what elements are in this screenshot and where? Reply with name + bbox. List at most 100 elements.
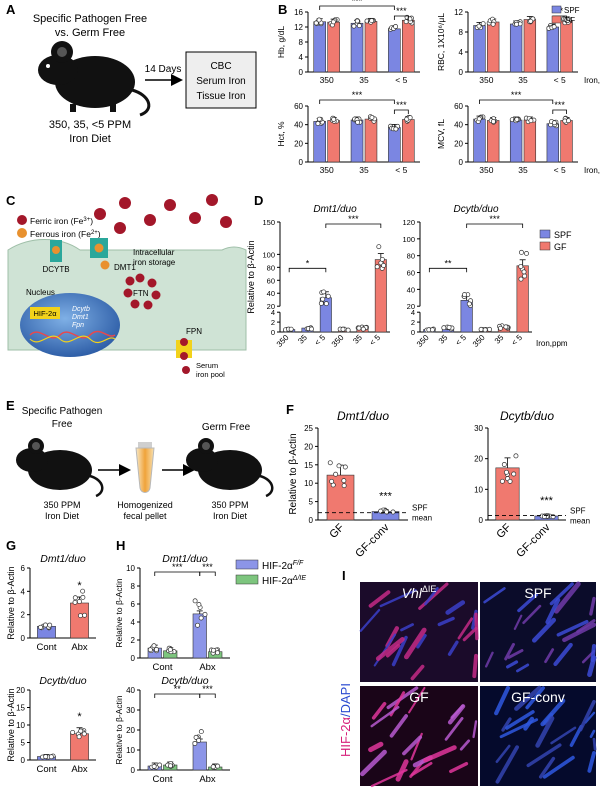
data-point bbox=[330, 19, 336, 25]
legend-label-gf: GF bbox=[554, 242, 567, 252]
panel-e-right-diet-1: 350 PPM bbox=[211, 500, 248, 510]
x-tick-label: < 5 bbox=[395, 165, 407, 175]
data-point bbox=[342, 464, 348, 470]
panel-a-diet-2: Iron Diet bbox=[69, 133, 111, 145]
y-tick-label: 20 bbox=[304, 442, 313, 451]
y-tick-label: 100 bbox=[402, 235, 415, 244]
y-axis-label: Relative to β-Actin bbox=[114, 578, 124, 647]
data-point bbox=[325, 293, 331, 299]
data-point bbox=[153, 647, 159, 652]
data-point bbox=[374, 264, 380, 270]
y-tick-label: 20 bbox=[294, 139, 303, 148]
y-tick-label: 0 bbox=[271, 328, 275, 337]
x-axis-label: Iron,ppm bbox=[536, 339, 568, 348]
villus-shape bbox=[506, 660, 519, 669]
significance-label: * bbox=[306, 258, 310, 268]
y-tick-label: 16 bbox=[294, 8, 303, 17]
data-point bbox=[393, 24, 399, 29]
y-tick-label: 8 bbox=[459, 28, 464, 37]
data-point bbox=[215, 650, 220, 656]
legend-label-spf: SPF bbox=[564, 6, 580, 15]
data-point bbox=[429, 327, 435, 333]
gf-bar bbox=[402, 19, 415, 73]
data-point bbox=[528, 118, 534, 124]
y-tick-label: 30 bbox=[126, 706, 135, 715]
data-point bbox=[82, 612, 88, 618]
chart-dmt1-gfconv: 0 5 10 15 20 25 Relative to β-Actin Dmt1/duo GF G… bbox=[288, 409, 432, 560]
data-point bbox=[80, 588, 86, 594]
spf-bar bbox=[473, 118, 486, 163]
data-point bbox=[78, 728, 84, 734]
legend-swatch-spf bbox=[539, 229, 551, 239]
x-tick-label: GF bbox=[327, 521, 346, 540]
panel-a-box-line-1: CBC bbox=[210, 61, 231, 72]
y-tick-label: 10 bbox=[126, 746, 135, 755]
y-tick-label: 150 bbox=[262, 218, 275, 227]
data-point bbox=[72, 599, 78, 605]
spf-bar bbox=[313, 121, 326, 163]
legend-swatch-spf bbox=[551, 5, 562, 14]
significance-label: *** bbox=[540, 495, 554, 507]
villus-shape bbox=[553, 581, 581, 614]
significance-label: *** bbox=[511, 90, 522, 100]
y-tick-label: 0 bbox=[131, 766, 136, 775]
x-tick-label: 350 bbox=[415, 333, 431, 349]
data-point bbox=[551, 120, 557, 126]
legend-swatch-gf bbox=[539, 241, 551, 251]
data-point bbox=[76, 734, 82, 740]
spf-bar bbox=[509, 119, 523, 163]
villus-shape bbox=[370, 705, 400, 728]
y-tick-label: 25 bbox=[304, 424, 313, 433]
y-tick-label: 10 bbox=[16, 721, 25, 730]
data-point bbox=[524, 250, 529, 256]
data-point bbox=[195, 622, 201, 628]
data-point bbox=[521, 269, 527, 275]
significance-bracket bbox=[154, 693, 201, 698]
data-point bbox=[202, 611, 208, 617]
x-tick-label: 35 bbox=[518, 75, 528, 85]
villus-shape bbox=[584, 711, 596, 724]
data-point bbox=[313, 20, 319, 26]
x-tick-label: < 5 bbox=[510, 333, 525, 348]
villus-shape bbox=[368, 741, 384, 753]
spf-mean-label: SPF bbox=[570, 506, 586, 515]
y-tick-label: 20 bbox=[16, 686, 25, 695]
micrograph-label: SPF bbox=[524, 585, 551, 601]
spf-bar bbox=[509, 23, 523, 73]
villus-shape bbox=[447, 640, 459, 656]
x-tick-label: 35 bbox=[296, 333, 309, 346]
data-point bbox=[309, 326, 314, 332]
y-tick-label: 20 bbox=[407, 302, 415, 311]
chart-title: Dcytb/duo bbox=[161, 675, 208, 687]
x-tick-label: Cont bbox=[36, 642, 56, 653]
data-point bbox=[514, 116, 520, 122]
chart-title: Dcytb/duo bbox=[500, 409, 554, 423]
villus-shape bbox=[449, 761, 469, 774]
ftn-label: FTN bbox=[133, 289, 149, 298]
panel-a: A Specific Pathogen Free vs. Germ Free 3… bbox=[6, 2, 257, 145]
significance-label: *** bbox=[172, 562, 183, 572]
data-point bbox=[318, 300, 324, 306]
x-tick-label: Cont bbox=[152, 662, 172, 673]
villus-shape bbox=[483, 587, 506, 604]
significance-bracket bbox=[199, 571, 216, 576]
panel-i-side-label: HIF-2α/DAPI bbox=[338, 683, 353, 757]
villus-shape bbox=[472, 720, 478, 739]
villus-shape bbox=[525, 686, 545, 710]
y-axis-label: Relative to β-Actin bbox=[288, 433, 299, 514]
gene-dmt1: Dmt1 bbox=[72, 314, 89, 321]
data-point bbox=[379, 256, 385, 262]
villus-shape bbox=[590, 644, 596, 663]
data-point bbox=[565, 19, 571, 25]
y-tick-label: 20 bbox=[126, 726, 135, 735]
y-tick-label: 15 bbox=[16, 704, 25, 713]
significance-bracket bbox=[154, 571, 201, 576]
x-tick-label: 350 bbox=[330, 333, 346, 349]
panel-a-letter: A bbox=[6, 2, 16, 17]
luminal-iron-dots bbox=[94, 194, 232, 234]
x-tick-label: < 5 bbox=[313, 333, 328, 348]
spf-bar bbox=[350, 22, 364, 73]
villus-shape bbox=[484, 651, 494, 668]
